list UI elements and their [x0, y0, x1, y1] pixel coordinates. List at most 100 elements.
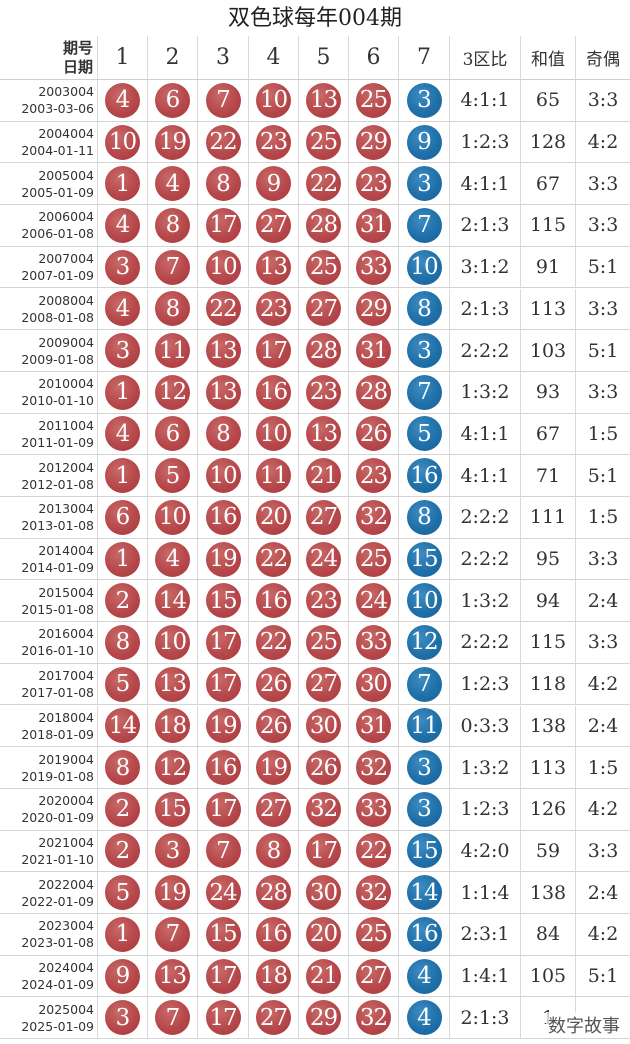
red-ball-cell: 10 [197, 455, 248, 496]
red-ball-cell: 25 [348, 80, 398, 121]
red-ball: 11 [256, 458, 291, 494]
red-ball-cell: 28 [248, 872, 298, 913]
red-ball-cell: 32 [298, 788, 348, 830]
red-ball: 23 [356, 166, 391, 202]
red-ball-cell: 16 [197, 497, 248, 538]
red-ball-cell: 32 [348, 497, 398, 538]
issue-number: 2008004 [38, 292, 94, 308]
sum-cell: 138 [520, 872, 575, 913]
table-row: 2018004 2018-01-09 14 18 19 26 30 31 11 0:3:3 138 2… [0, 705, 630, 748]
red-ball: 22 [256, 624, 291, 660]
red-ball: 22 [356, 833, 391, 869]
red-ball: 25 [306, 124, 341, 160]
issue-number: 2004004 [38, 126, 94, 142]
red-ball-cell: 19 [197, 538, 248, 580]
red-ball-cell: 15 [197, 914, 248, 955]
issue-date-cell: 2007004 2007-01-09 [0, 247, 97, 288]
red-ball-cell: 22 [197, 121, 248, 163]
blue-ball: 15 [406, 541, 442, 577]
red-ball: 9 [256, 166, 291, 202]
red-ball-cell: 4 [97, 80, 147, 121]
red-ball-cell: 22 [248, 622, 298, 663]
red-ball: 25 [356, 82, 391, 118]
red-ball: 6 [155, 82, 190, 118]
red-ball-cell: 13 [147, 663, 197, 705]
blue-ball-cell: 8 [398, 497, 449, 538]
draw-date: 2004-01-11 [21, 143, 94, 159]
odd-even-cell: 5:1 [575, 955, 630, 997]
red-ball: 33 [356, 249, 391, 285]
issue-number: 2006004 [38, 209, 94, 225]
odd-even-cell: 3:3 [575, 830, 630, 872]
draw-date: 2018-01-09 [21, 726, 94, 742]
red-ball-cell: 19 [147, 872, 197, 913]
zone-ratio-cell: 4:2:0 [449, 830, 520, 872]
draw-date: 2023-01-08 [21, 935, 94, 951]
odd-even-cell: 5:1 [575, 455, 630, 496]
draw-date: 2020-01-09 [21, 810, 94, 826]
zone-ratio-cell: 2:2:2 [449, 330, 520, 371]
red-ball: 10 [256, 416, 291, 452]
issue-date-cell: 2012004 2012-01-08 [0, 455, 97, 496]
red-ball: 32 [306, 791, 341, 827]
sum-cell: 103 [520, 330, 575, 371]
red-ball: 10 [155, 624, 190, 660]
red-ball-cell: 31 [348, 705, 398, 747]
blue-ball-cell: 3 [398, 330, 449, 371]
red-ball: 3 [105, 1000, 140, 1036]
red-ball-cell: 1 [97, 371, 147, 413]
red-ball-cell: 3 [97, 246, 147, 288]
issue-date-header: 期号 日期 [0, 36, 97, 79]
blue-ball: 7 [406, 666, 442, 702]
date-header-label: 日期 [62, 57, 93, 76]
red-ball: 3 [155, 833, 190, 869]
red-ball: 17 [205, 207, 241, 243]
red-ball: 18 [256, 958, 291, 994]
red-ball: 13 [155, 666, 190, 702]
blue-ball-cell: 11 [398, 705, 449, 747]
red-ball-cell: 17 [197, 663, 248, 705]
red-ball-cell: 32 [348, 872, 398, 913]
blue-ball: 3 [406, 166, 442, 202]
red-ball: 14 [155, 583, 190, 619]
red-ball-cell: 23 [248, 121, 298, 163]
red-ball-cell: 13 [197, 330, 248, 371]
table-row: 2024004 2024-01-09 9 13 17 18 21 27 4 1:4:1 105 5:1 [0, 955, 630, 998]
red-ball: 9 [105, 958, 140, 994]
blue-ball-cell: 4 [398, 997, 449, 1039]
red-ball-cell: 26 [248, 705, 298, 747]
red-ball-cell: 28 [348, 371, 398, 413]
red-ball-cell: 21 [298, 955, 348, 997]
sum-cell: 93 [520, 371, 575, 413]
blue-ball: 14 [406, 875, 442, 911]
red-ball-cell: 4 [97, 288, 147, 330]
red-ball: 30 [306, 875, 341, 911]
red-ball: 23 [256, 124, 291, 160]
red-ball: 5 [105, 875, 140, 911]
red-ball: 32 [356, 750, 391, 786]
red-ball-cell: 6 [147, 413, 197, 455]
red-ball: 16 [205, 499, 241, 535]
blue-ball: 9 [406, 124, 442, 160]
red-ball: 13 [256, 249, 291, 285]
table-row: 2007004 2007-01-09 3 7 10 13 25 33 10 3:1:2 91 5:1 [0, 246, 630, 289]
red-ball: 32 [356, 499, 391, 535]
red-ball: 23 [306, 583, 341, 619]
red-ball-cell: 9 [248, 163, 298, 205]
blue-ball-cell: 3 [398, 163, 449, 205]
issue-number: 2010004 [38, 376, 94, 392]
blue-ball-cell: 7 [398, 663, 449, 705]
watermark: 数字故事 [546, 1012, 622, 1038]
sum-cell: 91 [520, 246, 575, 288]
sum-cell: 115 [520, 205, 575, 246]
issue-number: 2025004 [38, 1001, 94, 1017]
red-ball-cell: 13 [248, 246, 298, 288]
blue-ball: 7 [406, 207, 442, 243]
red-ball: 8 [256, 833, 291, 869]
red-ball: 27 [256, 791, 291, 827]
blue-ball-cell: 15 [398, 538, 449, 580]
zone-ratio-cell: 3:1:2 [449, 246, 520, 288]
issue-date-cell: 2004004 2004-01-11 [0, 122, 97, 163]
sum-cell: 138 [520, 705, 575, 747]
red-ball-cell: 22 [348, 830, 398, 872]
